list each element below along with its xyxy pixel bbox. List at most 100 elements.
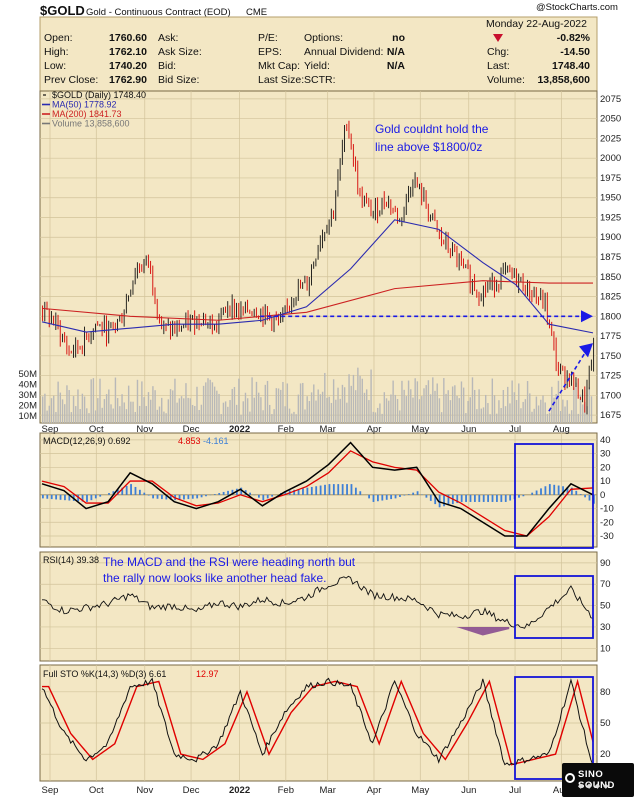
volume-bar (456, 396, 457, 423)
volume-bar (201, 405, 202, 423)
volume-bar (287, 383, 288, 423)
volume-bar (262, 410, 263, 423)
volume-bar (474, 390, 475, 423)
volume-bar (79, 409, 80, 423)
volume-bar (395, 395, 396, 423)
macd-histogram-bar (329, 484, 331, 495)
macd-histogram-bar (351, 484, 353, 495)
volume-bar (368, 400, 369, 423)
volume-bar (406, 396, 407, 423)
volume-bar (161, 398, 162, 423)
macd-histogram-bar (553, 485, 555, 495)
volume-bar (278, 388, 279, 423)
macd-histogram-bar (408, 494, 410, 495)
volume-bar (183, 398, 184, 423)
y-tick-label: 2025 (600, 133, 621, 144)
exchange: CME (246, 7, 267, 18)
macd-histogram-bar (487, 495, 489, 502)
y-tick-label: 1825 (600, 292, 621, 303)
macd-histogram-bar (558, 486, 560, 495)
volume-bar (99, 379, 100, 423)
macd-histogram-bar (258, 495, 260, 498)
volume-bar (489, 414, 490, 423)
volume-bar (487, 403, 488, 423)
volume-bar (225, 401, 226, 423)
quote-value: no (392, 32, 405, 44)
volume-bar (282, 382, 283, 423)
volume-bar (234, 387, 235, 423)
volume-bar (366, 389, 367, 423)
macd-histogram-bar (386, 495, 388, 500)
volume-bar (441, 412, 442, 423)
volume-bar (64, 404, 65, 423)
volume-bar (547, 414, 548, 423)
macd-histogram-bar (126, 486, 128, 495)
volume-bar (55, 412, 56, 423)
volume-bar (291, 414, 292, 423)
volume-bar (251, 377, 252, 423)
x-tick-label: Oct (89, 785, 104, 796)
volume-bar (168, 399, 169, 423)
volume-bar (337, 388, 338, 423)
volume-bar (516, 400, 517, 423)
y-tick-label: 30 (600, 622, 611, 633)
y-tick-label: 1800 (600, 311, 621, 322)
y-tick-label: 20 (600, 749, 611, 760)
macd-histogram-bar (108, 493, 110, 495)
volume-bar (397, 399, 398, 423)
volume-bar (236, 405, 237, 423)
macd-histogram-bar (51, 495, 53, 499)
x-tick-label: Dec (183, 424, 200, 435)
volume-bar (578, 414, 579, 423)
macd-histogram-bar (183, 495, 185, 500)
macd-histogram-bar (196, 495, 198, 499)
quote-label: Bid: (158, 60, 176, 72)
macd-histogram-bar (157, 495, 159, 499)
volume-bar (533, 409, 534, 423)
volume-bar (529, 393, 530, 423)
x-tick-label: Jul (509, 424, 521, 435)
volume-bar (132, 402, 133, 423)
volume-bar (124, 402, 125, 423)
quote-label: Annual Dividend: (304, 46, 383, 58)
volume-bar (320, 394, 321, 423)
macd-histogram-bar (496, 495, 498, 502)
macd-histogram-bar (474, 495, 476, 502)
volume-bar (214, 387, 215, 423)
volume-bar (102, 408, 103, 423)
volume-bar (511, 381, 512, 423)
y-tick-label: 30 (600, 449, 611, 460)
macd-histogram-bar (262, 495, 264, 500)
volume-bar (137, 380, 138, 423)
x-tick-label: Sep (42, 424, 59, 435)
volume-bar (324, 373, 325, 423)
quote-value: N/A (387, 46, 406, 58)
macd-histogram-bar (311, 487, 313, 495)
quote-label: Ask Size: (158, 46, 202, 58)
macd-histogram-bar (99, 495, 101, 497)
y-tick-label: 1700 (600, 390, 621, 401)
macd-histogram-bar (430, 495, 432, 501)
volume-bar (306, 396, 307, 423)
volume-bar (192, 405, 193, 423)
volume-bar (357, 368, 358, 423)
volume-bar (42, 396, 43, 423)
volume-bar (335, 400, 336, 423)
macd-histogram-bar (368, 495, 370, 499)
volume-bar (260, 397, 261, 423)
volume-bar (575, 383, 576, 423)
volume-bar (53, 396, 54, 423)
y-tick-label: 1750 (600, 351, 621, 362)
volume-bar (269, 405, 270, 423)
y-tick-label: 1950 (600, 193, 621, 204)
macd-histogram-bar (443, 495, 445, 506)
volume-bar (340, 399, 341, 423)
volume-bar (115, 378, 116, 423)
legend-entry: $GOLD (Daily) 1748.40 (52, 90, 146, 100)
macd-histogram-bar (333, 484, 335, 495)
y-tick-label: 10 (600, 476, 611, 487)
volume-bar (126, 409, 127, 423)
macd-histogram-bar (223, 492, 225, 495)
x-tick-label: Feb (278, 785, 294, 796)
